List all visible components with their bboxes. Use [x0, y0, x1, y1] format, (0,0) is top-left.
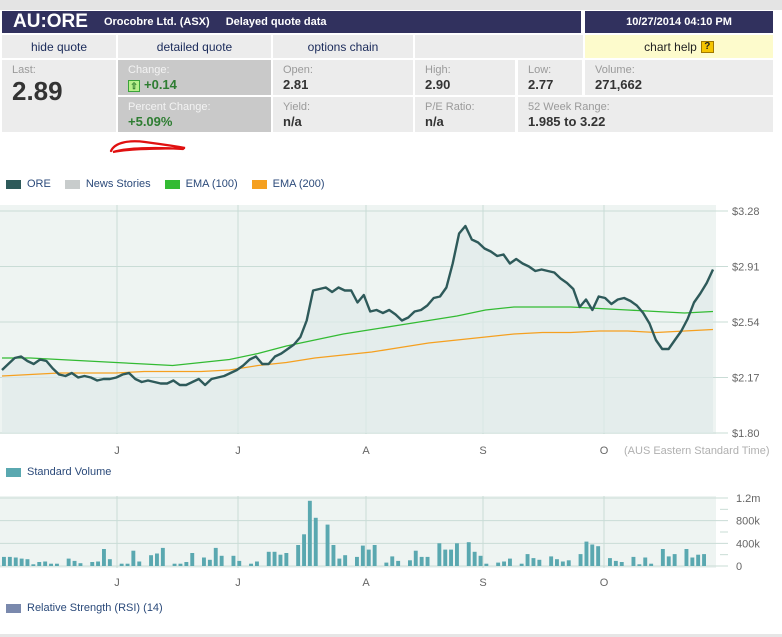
hide-quote-link[interactable]: hide quote [2, 35, 116, 58]
volume-label: Volume: [595, 64, 635, 76]
52-week-range-value: 1.985 to 3.22 [528, 114, 606, 129]
high-cell: High: 2.90 [415, 60, 515, 95]
rsi-swatch-icon [6, 603, 21, 613]
volume-chart[interactable]: 1.2m 800k 400k 0 J J A S O [0, 490, 782, 590]
yield-label: Yield: [283, 101, 311, 113]
volume-y-axis-labels: 1.2m 800k 400k 0 [736, 493, 760, 573]
high-label: High: [425, 64, 451, 76]
legend-ema100-label: EMA (100) [185, 178, 238, 190]
legend-volume-label: Standard Volume [27, 466, 112, 478]
company-name: Orocobre Ltd. (ASX) [103, 16, 210, 28]
svg-text:O: O [600, 445, 609, 457]
bottom-divider [0, 634, 782, 637]
svg-text:1.2m: 1.2m [736, 493, 760, 505]
price-y-axis-labels: $3.28 $2.91 $2.54 $2.17 $1.80 [732, 206, 760, 440]
change-value: +0.14 [144, 77, 177, 92]
svg-text:J: J [114, 445, 120, 457]
top-strip [0, 0, 782, 10]
legend-ore[interactable]: ORE [6, 178, 51, 190]
price-legend: ORE News Stories EMA (100) EMA (200) [6, 178, 339, 190]
volume-cell: Volume: 271,662 [585, 60, 773, 95]
percent-change-cell: Percent Change: +5.09% [118, 97, 271, 132]
red-scribble-annotation [109, 140, 186, 154]
last-price: 2.89 [12, 76, 63, 106]
chart-help-link[interactable]: chart help ? [585, 35, 773, 58]
nav-spacer [415, 35, 583, 58]
ema200-line [1, 328, 714, 377]
help-question-icon: ? [700, 40, 714, 53]
options-chain-link[interactable]: options chain [273, 35, 413, 58]
ore-swatch-icon [6, 179, 21, 189]
legend-news[interactable]: News Stories [64, 178, 151, 190]
52-week-range-label: 52 Week Range: [528, 101, 610, 113]
svg-text:800k: 800k [736, 516, 760, 528]
svg-text:S: S [479, 577, 486, 589]
svg-text:$2.54: $2.54 [732, 317, 760, 329]
rsi-legend: Relative Strength (RSI) (14) [6, 602, 177, 614]
legend-ema200[interactable]: EMA (200) [251, 178, 325, 190]
legend-ema200-label: EMA (200) [272, 178, 325, 190]
svg-text:A: A [362, 577, 370, 589]
52-week-range-cell: 52 Week Range: 1.985 to 3.22 [518, 97, 773, 132]
open-cell: Open: 2.81 [273, 60, 413, 95]
pe-cell: P/E Ratio: n/a [415, 97, 515, 132]
pe-label: P/E Ratio: [425, 101, 475, 113]
detailed-quote-link[interactable]: detailed quote [118, 35, 271, 58]
legend-news-label: News Stories [85, 178, 151, 190]
yield-value: n/a [283, 114, 302, 129]
percent-change-label: Percent Change: [128, 101, 211, 113]
svg-text:J: J [114, 577, 120, 589]
svg-text:J: J [235, 445, 241, 457]
volume-bars [2, 500, 706, 566]
svg-text:400k: 400k [736, 538, 760, 550]
svg-text:$2.91: $2.91 [732, 262, 760, 274]
volume-legend: Standard Volume [6, 466, 125, 478]
svg-text:O: O [600, 577, 609, 589]
svg-text:A: A [362, 445, 370, 457]
price-area-fill [2, 226, 713, 433]
low-label: Low: [528, 64, 552, 76]
svg-text:$1.80: $1.80 [732, 428, 760, 440]
legend-ema100[interactable]: EMA (100) [164, 178, 238, 190]
svg-text:0: 0 [736, 561, 742, 573]
high-value: 2.90 [425, 77, 451, 92]
news-swatch-icon [64, 179, 80, 189]
change-cell: Change: ⇧ +0.14 [118, 60, 271, 95]
open-value: 2.81 [283, 77, 309, 92]
percent-change-value: +5.09% [128, 114, 173, 129]
volume-swatch-icon [6, 467, 21, 477]
svg-text:S: S [479, 445, 486, 457]
ema200-swatch-icon [251, 179, 267, 189]
up-arrow-icon: ⇧ [128, 80, 140, 92]
legend-ore-label: ORE [27, 178, 51, 190]
yield-cell: Yield: n/a [273, 97, 413, 132]
volume-value: 271,662 [595, 77, 642, 92]
last-price-cell: Last: 2.89 [2, 60, 116, 132]
quote-header: AU:ORE Orocobre Ltd. (ASX) Delayed quote… [2, 11, 581, 33]
chart-help-label: chart help [644, 39, 697, 54]
low-value: 2.77 [528, 77, 554, 92]
legend-rsi-label: Relative Strength (RSI) (14) [27, 602, 163, 614]
quote-datetime: 10/27/2014 04:10 PM [585, 11, 773, 33]
legend-volume[interactable]: Standard Volume [6, 466, 111, 478]
pe-value: n/a [425, 114, 444, 129]
delay-note: Delayed quote data [225, 16, 327, 28]
ticker-symbol: AU:ORE [13, 11, 88, 32]
svg-text:$2.17: $2.17 [732, 373, 760, 385]
svg-text:J: J [235, 577, 241, 589]
legend-rsi[interactable]: Relative Strength (RSI) (14) [6, 602, 163, 614]
ore-price-line [1, 224, 715, 387]
last-label: Last: [12, 64, 36, 76]
open-label: Open: [283, 64, 313, 76]
low-cell: Low: 2.77 [518, 60, 582, 95]
ema100-swatch-icon [164, 179, 180, 189]
timezone-note: (AUS Eastern Standard Time) [624, 445, 770, 457]
price-chart[interactable]: $3.28 $2.91 $2.54 $2.17 $1.80 J J A S O (AUS Eas… [0, 200, 782, 462]
svg-text:$3.28: $3.28 [732, 206, 760, 218]
change-label: Change: [128, 64, 170, 76]
